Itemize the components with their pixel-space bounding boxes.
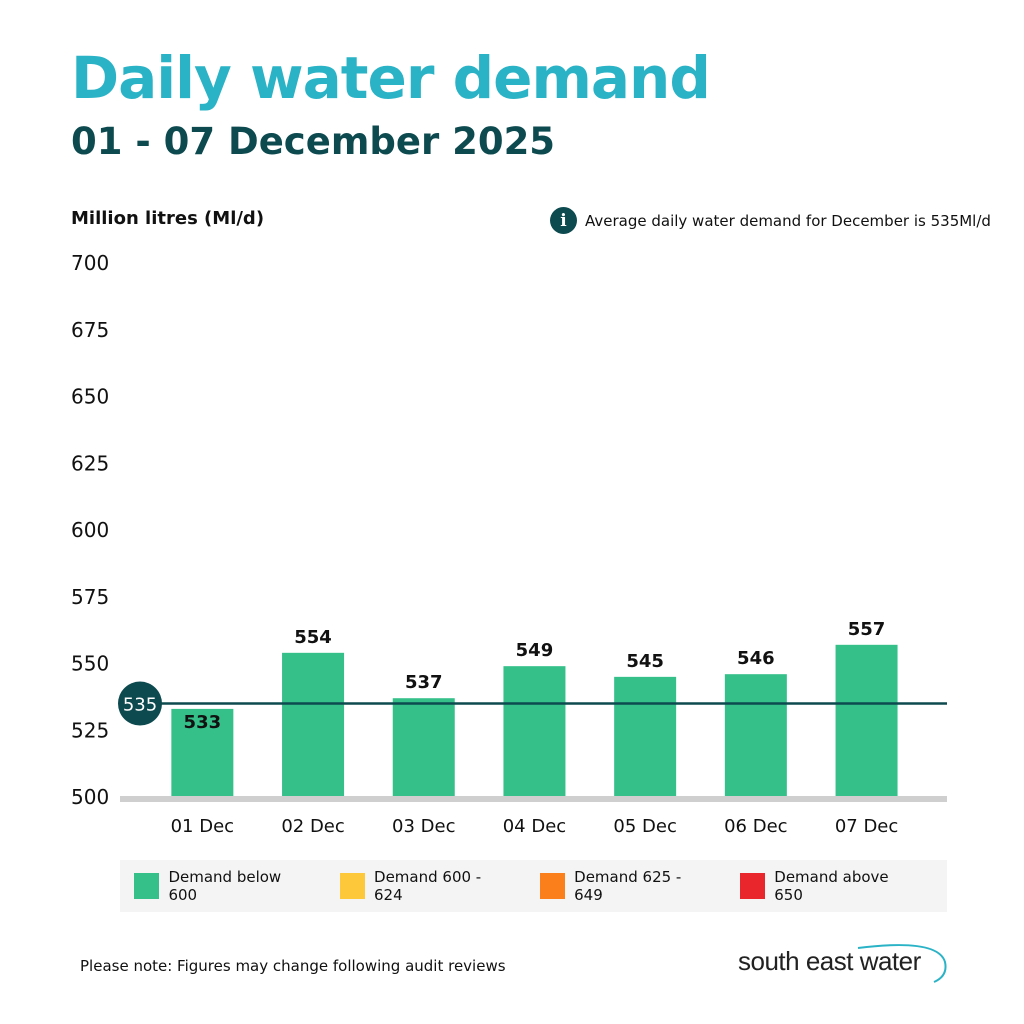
x-tick-label: 06 Dec <box>724 816 787 837</box>
x-tick-label: 04 Dec <box>503 816 566 837</box>
data-label: 557 <box>848 619 886 640</box>
y-tick-label: 550 <box>71 652 109 676</box>
data-label: 546 <box>737 648 775 669</box>
data-label: 533 <box>184 712 222 733</box>
average-info: i Average daily water demand for Decembe… <box>550 207 991 234</box>
legend-label: Demand above 650 <box>774 868 889 904</box>
y-tick-label: 500 <box>71 785 109 809</box>
y-tick-label: 700 <box>71 251 109 275</box>
chart-subtitle: 01 - 07 December 2025 <box>71 120 556 163</box>
legend-swatch <box>134 873 160 899</box>
data-label: 545 <box>626 651 664 672</box>
legend-swatch <box>739 873 766 899</box>
legend-item: Demand 600 - 624 <box>339 868 512 904</box>
y-tick-label: 600 <box>71 518 109 542</box>
bar <box>835 644 898 797</box>
bar <box>503 666 566 797</box>
legend: Demand below 600 Demand 600 - 624 Demand 6… <box>120 860 947 912</box>
y-tick-label: 625 <box>71 451 109 475</box>
y-tick-label: 525 <box>71 718 109 742</box>
footer-note: Please note: Figures may change followin… <box>80 957 506 975</box>
data-label: 554 <box>294 627 332 648</box>
south-east-water-logo: south east water <box>738 940 958 990</box>
bar-chart: 700 675 650 625 600 575 550 525 500 533 01 Dec 554 0… <box>71 251 947 837</box>
legend-item: Demand below 600 <box>134 868 312 904</box>
legend-swatch <box>539 873 566 899</box>
data-label: 537 <box>405 672 443 693</box>
x-tick-label: 02 Dec <box>281 816 344 837</box>
legend-item: Demand 625 - 649 <box>539 868 712 904</box>
y-tick-label: 675 <box>71 318 109 342</box>
bar <box>724 674 787 797</box>
x-tick-label: 07 Dec <box>835 816 898 837</box>
legend-label: Demand 600 - 624 <box>374 868 482 904</box>
bar <box>614 676 677 797</box>
data-label: 549 <box>516 640 554 661</box>
info-icon: i <box>550 207 577 234</box>
x-tick-label: 03 Dec <box>392 816 455 837</box>
y-tick-label: 575 <box>71 585 109 609</box>
bar <box>171 708 234 797</box>
legend-item: Demand above 650 <box>739 868 919 904</box>
x-tick-label: 05 Dec <box>613 816 676 837</box>
bar <box>282 652 345 797</box>
legend-swatch <box>339 873 366 899</box>
x-tick-label: 01 Dec <box>171 816 234 837</box>
average-label: 535 <box>123 695 157 716</box>
bar <box>392 698 455 797</box>
x-axis-line <box>120 796 947 802</box>
average-marker <box>118 681 162 726</box>
logo-text: south east water <box>738 946 921 976</box>
y-axis-label: Million litres (Ml/d) <box>71 208 265 229</box>
y-tick-label: 650 <box>71 385 109 409</box>
legend-label: Demand 625 - 649 <box>574 868 682 904</box>
legend-label: Demand below 600 <box>168 868 282 904</box>
chart-title: Daily water demand <box>71 44 711 112</box>
average-info-text: Average daily water demand for December … <box>585 211 991 230</box>
